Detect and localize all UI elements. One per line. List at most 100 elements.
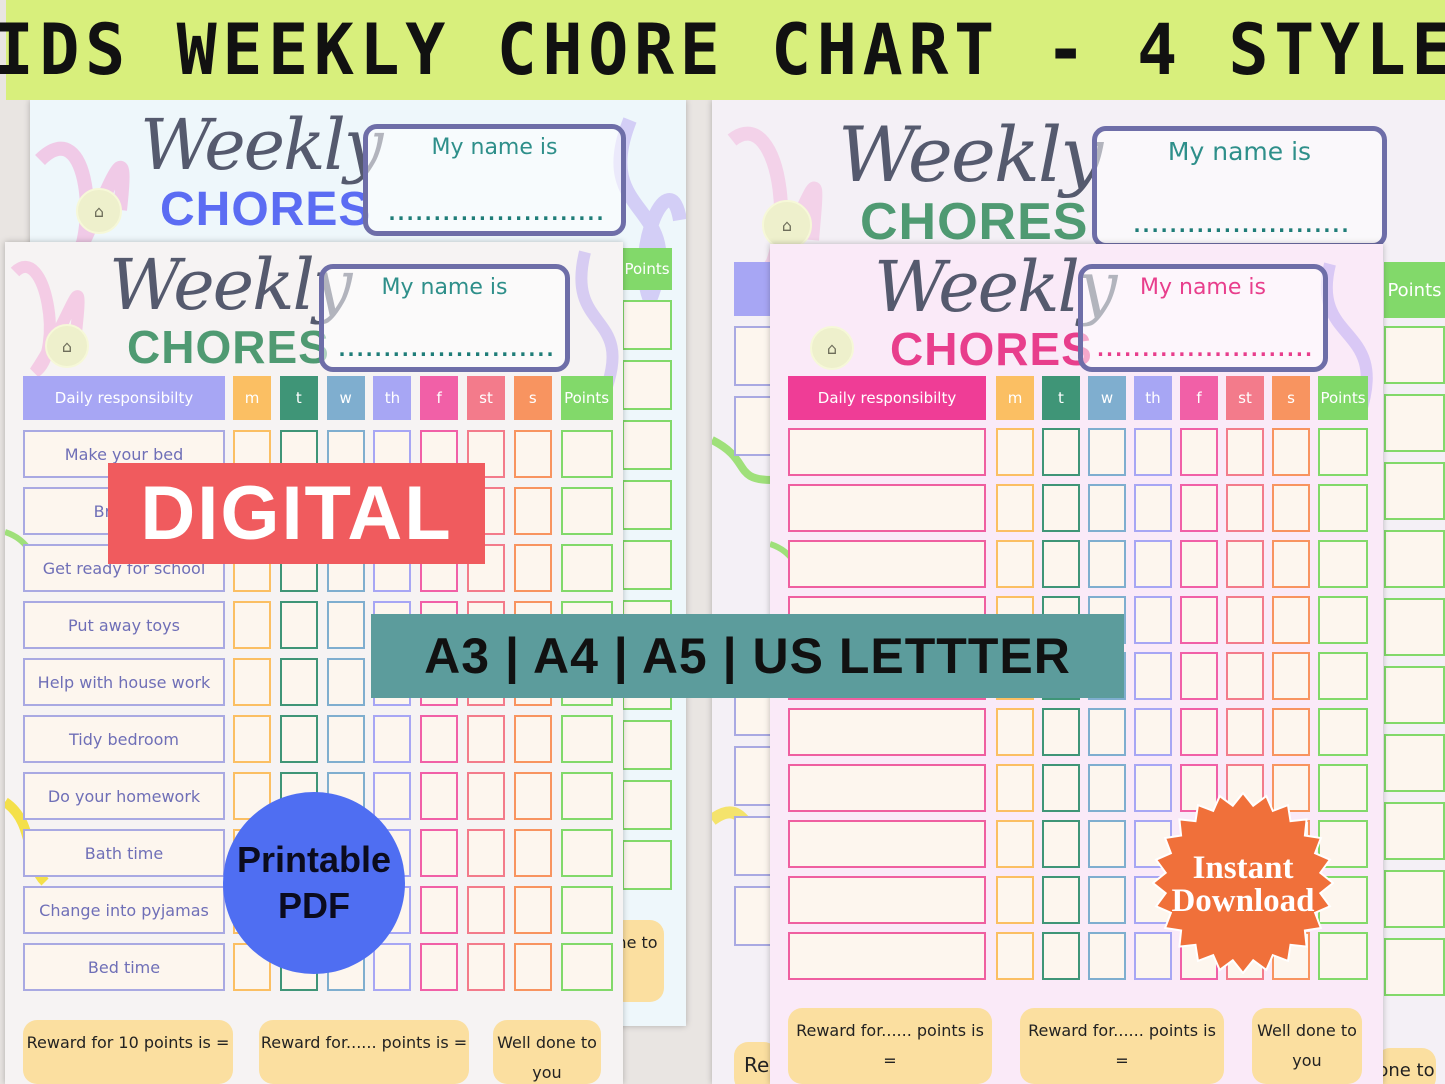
checkbox-cell[interactable] xyxy=(513,886,552,934)
checkbox-cell[interactable] xyxy=(1180,428,1218,476)
checkbox-cell[interactable] xyxy=(1134,484,1172,532)
points-cell[interactable] xyxy=(560,715,613,763)
points-cell[interactable] xyxy=(1384,666,1445,724)
checkbox-cell[interactable] xyxy=(1272,428,1310,476)
chore-label[interactable] xyxy=(788,932,986,980)
checkbox-cell[interactable] xyxy=(1226,428,1264,476)
checkbox-cell[interactable] xyxy=(1272,484,1310,532)
checkbox-cell[interactable] xyxy=(1042,428,1080,476)
checkbox-cell[interactable] xyxy=(233,601,271,649)
points-cell[interactable] xyxy=(1318,540,1368,588)
chore-label[interactable] xyxy=(788,820,986,868)
checkbox-cell[interactable] xyxy=(1134,428,1172,476)
checkbox-cell[interactable] xyxy=(1226,484,1264,532)
chore-cell[interactable] xyxy=(734,746,774,806)
checkbox-cell[interactable] xyxy=(1088,932,1126,980)
checkbox-cell[interactable] xyxy=(1180,764,1218,812)
checkbox-cell[interactable] xyxy=(1088,820,1126,868)
checkbox-cell[interactable] xyxy=(233,715,271,763)
checkbox-cell[interactable] xyxy=(1088,540,1126,588)
chore-cell[interactable] xyxy=(734,886,774,946)
checkbox-cell[interactable] xyxy=(996,932,1034,980)
checkbox-cell[interactable] xyxy=(1180,596,1218,644)
checkbox-cell[interactable] xyxy=(1134,596,1172,644)
name-box[interactable]: My name is ........................ xyxy=(1078,264,1328,372)
points-cell[interactable] xyxy=(622,420,672,470)
chore-label[interactable]: Bed time xyxy=(23,943,225,991)
checkbox-cell[interactable] xyxy=(1042,820,1080,868)
chore-cell[interactable] xyxy=(734,326,774,386)
points-cell[interactable] xyxy=(560,829,613,877)
checkbox-cell[interactable] xyxy=(1226,596,1264,644)
checkbox-cell[interactable] xyxy=(1180,708,1218,756)
checkbox-cell[interactable] xyxy=(420,715,459,763)
checkbox-cell[interactable] xyxy=(513,544,552,592)
chore-label[interactable]: Change into pyjamas xyxy=(23,886,225,934)
checkbox-cell[interactable] xyxy=(467,829,505,877)
points-cell[interactable] xyxy=(622,780,672,830)
checkbox-cell[interactable] xyxy=(1272,708,1310,756)
points-cell[interactable] xyxy=(1318,764,1368,812)
checkbox-cell[interactable] xyxy=(1226,708,1264,756)
checkbox-cell[interactable] xyxy=(373,772,412,820)
checkbox-cell[interactable] xyxy=(996,876,1034,924)
points-cell[interactable] xyxy=(1318,596,1368,644)
points-cell[interactable] xyxy=(1318,652,1368,700)
checkbox-cell[interactable] xyxy=(1134,932,1172,980)
checkbox-cell[interactable] xyxy=(467,886,505,934)
checkbox-cell[interactable] xyxy=(279,601,318,649)
checkbox-cell[interactable] xyxy=(1226,652,1264,700)
checkbox-cell[interactable] xyxy=(1272,540,1310,588)
chore-label[interactable]: Tidy bedroom xyxy=(23,715,225,763)
checkbox-cell[interactable] xyxy=(996,484,1034,532)
checkbox-cell[interactable] xyxy=(1134,708,1172,756)
checkbox-cell[interactable] xyxy=(1042,540,1080,588)
checkbox-cell[interactable] xyxy=(996,764,1034,812)
points-cell[interactable] xyxy=(560,430,613,478)
chore-label[interactable]: Do your homework xyxy=(23,772,225,820)
checkbox-cell[interactable] xyxy=(1042,932,1080,980)
checkbox-cell[interactable] xyxy=(996,540,1034,588)
checkbox-cell[interactable] xyxy=(1272,764,1310,812)
name-box[interactable]: My name is ........................ xyxy=(1092,126,1387,248)
checkbox-cell[interactable] xyxy=(1042,876,1080,924)
checkbox-cell[interactable] xyxy=(1042,708,1080,756)
points-cell[interactable] xyxy=(560,487,613,535)
checkbox-cell[interactable] xyxy=(1088,876,1126,924)
checkbox-cell[interactable] xyxy=(996,428,1034,476)
checkbox-cell[interactable] xyxy=(467,943,505,991)
points-cell[interactable] xyxy=(1384,394,1445,452)
checkbox-cell[interactable] xyxy=(513,430,552,478)
checkbox-cell[interactable] xyxy=(513,943,552,991)
checkbox-cell[interactable] xyxy=(279,658,318,706)
checkbox-cell[interactable] xyxy=(1134,764,1172,812)
name-box[interactable]: My name is ........................ xyxy=(319,264,570,372)
chore-label[interactable] xyxy=(788,484,986,532)
points-cell[interactable] xyxy=(1384,326,1445,384)
points-cell[interactable] xyxy=(622,720,672,770)
checkbox-cell[interactable] xyxy=(326,658,365,706)
points-cell[interactable] xyxy=(1318,428,1368,476)
checkbox-cell[interactable] xyxy=(1088,484,1126,532)
checkbox-cell[interactable] xyxy=(1180,540,1218,588)
checkbox-cell[interactable] xyxy=(513,715,552,763)
checkbox-cell[interactable] xyxy=(420,772,459,820)
points-cell[interactable] xyxy=(622,300,672,350)
checkbox-cell[interactable] xyxy=(1180,652,1218,700)
chore-cell[interactable] xyxy=(734,396,774,456)
chore-label[interactable] xyxy=(788,708,986,756)
checkbox-cell[interactable] xyxy=(326,601,365,649)
points-cell[interactable] xyxy=(622,480,672,530)
checkbox-cell[interactable] xyxy=(467,772,505,820)
chore-label[interactable] xyxy=(788,428,986,476)
chore-label[interactable]: Help with house work xyxy=(23,658,225,706)
checkbox-cell[interactable] xyxy=(1088,428,1126,476)
points-cell[interactable] xyxy=(1384,734,1445,792)
checkbox-cell[interactable] xyxy=(420,943,459,991)
points-cell[interactable] xyxy=(1318,484,1368,532)
checkbox-cell[interactable] xyxy=(373,715,412,763)
points-cell[interactable] xyxy=(622,840,672,890)
checkbox-cell[interactable] xyxy=(420,886,459,934)
points-cell[interactable] xyxy=(560,772,613,820)
checkbox-cell[interactable] xyxy=(420,829,459,877)
